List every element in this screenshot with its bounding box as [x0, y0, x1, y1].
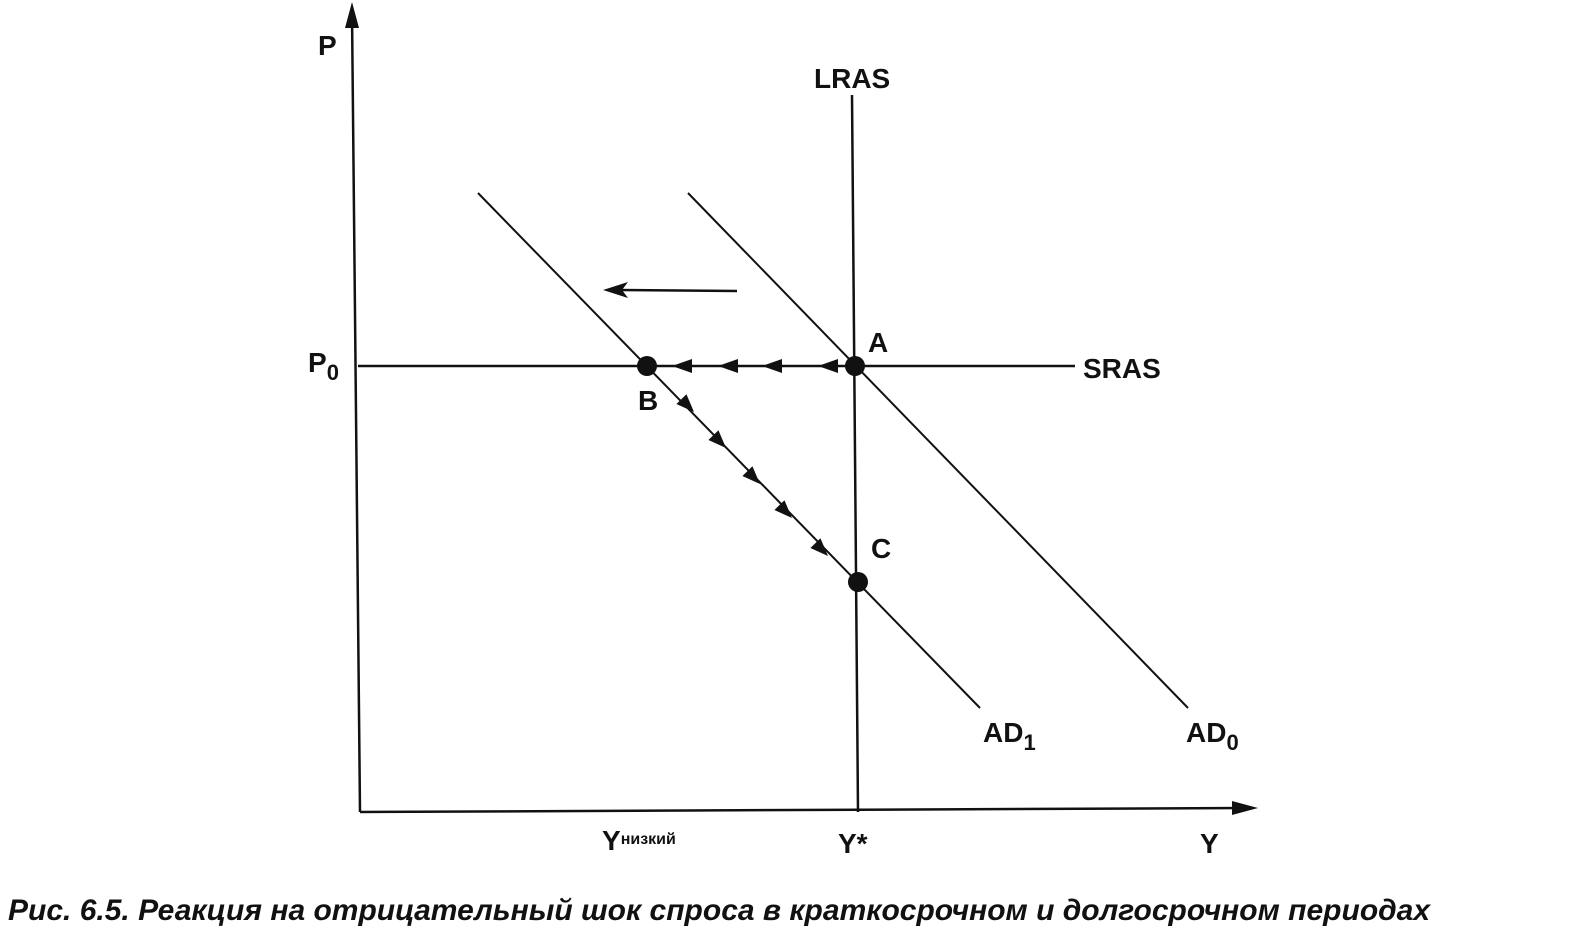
x-axis — [359, 806, 1246, 814]
path-arrowhead — [718, 359, 738, 373]
path-arrowhead — [676, 394, 694, 412]
x-axis-arrow — [1232, 801, 1258, 815]
price-sub: 0 — [327, 360, 339, 385]
price-label: P0 — [308, 347, 339, 385]
y-low-sup: низкий — [621, 831, 676, 848]
point-b — [637, 356, 657, 376]
x-axis-label: Y — [1200, 828, 1219, 859]
y-axis-arrow — [345, 2, 359, 28]
path-arrowhead — [774, 500, 792, 518]
ad0-line — [687, 192, 1189, 709]
caption: Рис. 6.5. Реакция на отрицательный шок с… — [8, 894, 1431, 927]
lras-label: LRAS — [814, 63, 890, 94]
path-arrowhead — [708, 430, 726, 448]
shift-arrow — [614, 288, 738, 293]
lras-line — [850, 94, 860, 813]
y-low-text: Y — [602, 825, 621, 856]
sras-label: SRAS — [1083, 353, 1161, 384]
ad1-text: AD — [983, 717, 1023, 748]
path-arrowhead — [762, 359, 782, 373]
ad0-sub: 0 — [1226, 730, 1238, 755]
y-low-label: Yнизкий — [602, 825, 676, 856]
y-axis — [350, 13, 362, 813]
y-star-label: Y* — [838, 828, 868, 859]
y-axis-label: P — [318, 30, 337, 61]
path-arrowhead — [672, 359, 692, 373]
point-a-label: A — [868, 327, 888, 358]
ad1-line — [477, 192, 981, 709]
path-arrowhead — [818, 359, 838, 373]
point-c-label: C — [871, 533, 891, 564]
point-a — [845, 356, 865, 376]
ad1-sub: 1 — [1023, 730, 1035, 755]
point-c — [848, 572, 868, 592]
point-b-label: B — [638, 385, 658, 416]
ad1-label: AD1 — [983, 717, 1036, 755]
price-text: P — [308, 347, 327, 378]
ad0-text: AD — [1186, 717, 1226, 748]
path-arrowhead — [742, 466, 760, 484]
path-arrowhead — [810, 538, 828, 556]
shift-arrowhead — [603, 282, 628, 298]
path-arrowheads — [676, 394, 828, 556]
ad0-label: AD0 — [1186, 717, 1239, 755]
